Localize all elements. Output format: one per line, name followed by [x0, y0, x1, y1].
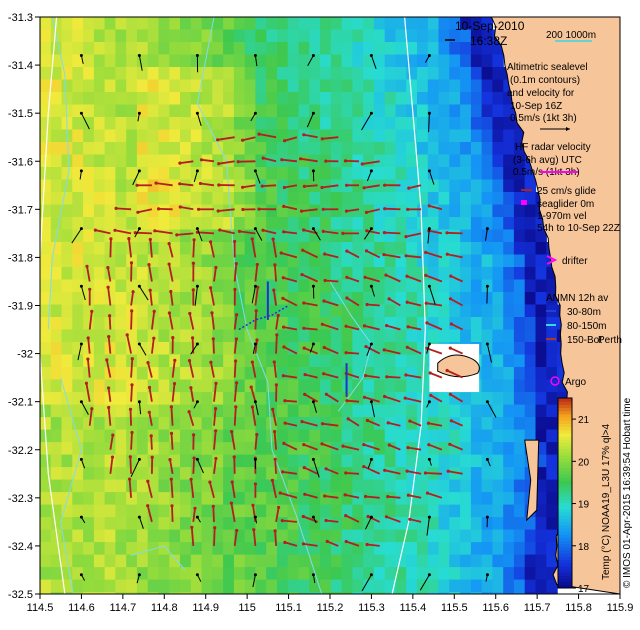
drifter-icon: [546, 255, 558, 265]
anmn-title: ANMN 12h av: [546, 293, 608, 304]
colorbar-tick-label: 21: [578, 415, 590, 426]
altimetry-line-1: Altimetric sealevel: [507, 62, 588, 73]
y-tick-label: -32: [17, 349, 33, 361]
colorbar-tick-label: 19: [578, 500, 590, 511]
y-tick-label: -31.7: [8, 204, 33, 216]
isobaths: [40, 17, 426, 594]
y-tick-label: -32.4: [8, 541, 33, 553]
hf-radar-vectors: [84, 132, 464, 547]
x-tick-label: 115.3: [358, 602, 385, 614]
glider-line-4: 54h to 10-Sep 22Z: [537, 223, 620, 234]
y-tick-label: -32.5: [8, 589, 33, 601]
y-tick-label: -32.2: [8, 445, 33, 457]
hf-line-1: HF radar velocity: [515, 142, 591, 153]
glider-line-1: 25 cm/s glide: [537, 186, 596, 197]
argo-legend: Argo: [550, 376, 587, 388]
y-tick-label: -31.4: [8, 60, 33, 72]
y-tick-label: -31.5: [8, 108, 33, 120]
x-tick-label: 115.6: [482, 602, 509, 614]
drifter-label: drifter: [562, 256, 588, 267]
land-mask: [437, 17, 620, 594]
x-tick-label: 114.7: [109, 602, 136, 614]
x-tick-label: 114.5: [27, 602, 54, 614]
scale-label: 200 1000m: [546, 30, 596, 41]
y-tick-label: -31.8: [8, 252, 33, 264]
colorbar-tick-label: 17: [578, 584, 590, 595]
hf-radar-legend: HF radar velocity (3-6h avg) UTC 0.5m/s …: [513, 142, 591, 178]
x-tick-label: 114.9: [192, 602, 219, 614]
place-label: Perth: [598, 335, 622, 346]
header-time: 16:38Z: [470, 34, 507, 48]
argo-icon: [550, 376, 560, 386]
x-tick-label: 115.1: [275, 602, 302, 614]
altimetry-line-4: 10-Sep 16Z: [510, 101, 562, 112]
glider-line-3: 1-970m vel: [537, 211, 586, 222]
seaglider-icon: [521, 200, 527, 205]
drifter-legend: drifter: [546, 255, 588, 267]
anmn-item-3: 150-Bot: [567, 335, 602, 346]
header-date: 10-Sep-2010: [455, 19, 525, 33]
x-tick-label: 114.8: [151, 602, 178, 614]
credit-text: © IMOS 01-Apr-2015 16:39:54 Hobart time: [622, 397, 633, 588]
colorbar-tick-label: 18: [578, 542, 590, 553]
y-tick-label: -31.3: [8, 12, 33, 24]
altimetry-line-2: (0.1m contours): [510, 75, 580, 86]
colorbar: 17 18 19 20 21: [557, 397, 590, 595]
colorbar-label: Temp (°C) NOAA19_L3U 17% ql>4: [601, 424, 612, 580]
altimetry-legend: Altimetric sealevel (0.1m contours) and …: [507, 62, 588, 131]
altimetry-scale-label: 0.5m/s (1kt 3h): [510, 113, 577, 124]
y-axis: -31.3 -31.4 -31.5 -31.6 -31.7 -31.8 -31.9 -32 -3…: [8, 12, 40, 601]
colorbar-tick-label: 20: [578, 457, 590, 468]
x-tick-label: 115.7: [524, 602, 551, 614]
seaglider-track: [238, 281, 348, 397]
depth-scale: 200 1000m: [445, 30, 596, 42]
altimetry-line-3: and velocity for: [507, 88, 575, 99]
x-tick-label: 115.4: [399, 602, 426, 614]
x-axis: 114.5 114.6 114.7 114.8 114.9 115 115.1 115.2 11…: [27, 594, 634, 614]
y-tick-label: -31.9: [8, 301, 33, 313]
glider-line-2: seaglider 0m: [537, 199, 594, 210]
glider-legend: 25 cm/s glide seaglider 0m 1-970m vel 54…: [521, 186, 620, 234]
altimetry-vectors: [71, 54, 497, 592]
argo-label: Argo: [565, 377, 587, 388]
anmn-item-1: 30-80m: [567, 307, 601, 318]
x-tick-label: 114.6: [68, 602, 95, 614]
x-tick-label: 115.8: [565, 602, 592, 614]
hf-line-2: (3-6h avg) UTC: [513, 155, 582, 166]
x-tick-label: 115.5: [441, 602, 468, 614]
anmn-legend: ANMN 12h av 30-80m 80-150m 150-Bot Perth: [546, 293, 622, 346]
x-tick-label: 115.2: [317, 602, 344, 614]
sst-field: [40, 17, 580, 594]
x-tick-label: 115.9: [607, 602, 634, 614]
y-tick-label: -32.1: [8, 397, 33, 409]
anmn-item-2: 80-150m: [567, 321, 606, 332]
y-tick-label: -31.6: [8, 156, 33, 168]
y-tick-label: -32.3: [8, 493, 33, 505]
x-tick-label: 115: [238, 602, 256, 614]
